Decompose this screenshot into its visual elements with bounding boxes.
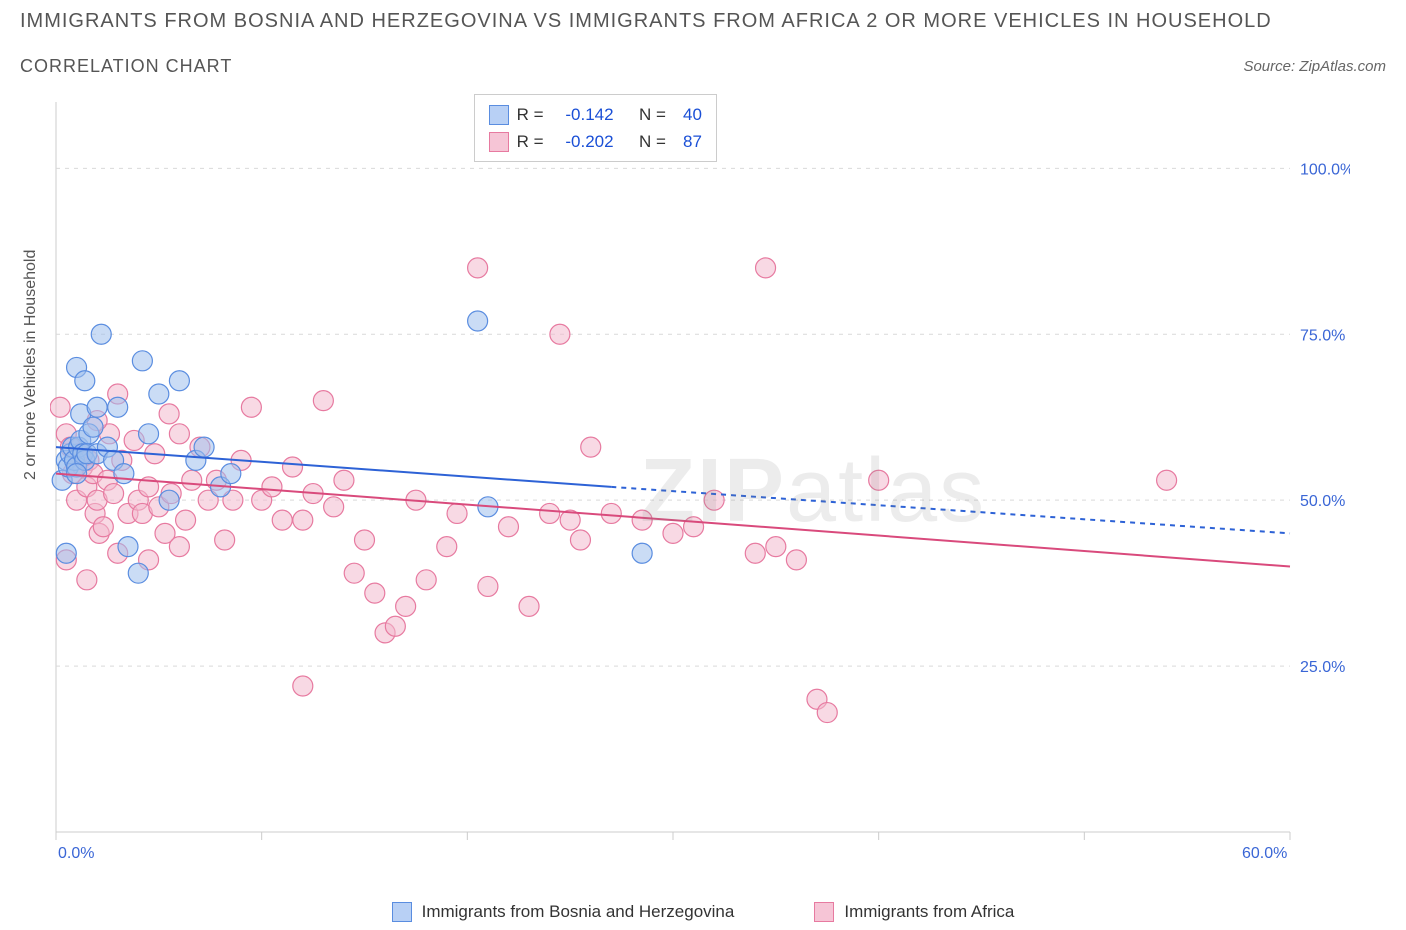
legend-swatch [814,902,834,922]
svg-text:75.0%: 75.0% [1300,327,1345,344]
y-axis-label: 2 or more Vehicles in Household [22,250,40,480]
watermark-zip: ZIP [640,441,786,541]
legend-label: Immigrants from Bosnia and Herzegovina [422,902,735,922]
n-label: N = [639,101,666,128]
chart-subtitle: CORRELATION CHART [20,56,232,77]
n-value: 40 [674,101,702,128]
watermark: ZIPatlas [640,440,986,543]
n-label: N = [639,128,666,155]
svg-text:60.0%: 60.0% [1242,845,1287,862]
watermark-atlas: atlas [786,441,986,541]
legend-swatch [489,105,509,125]
r-label: R = [517,128,544,155]
r-value: -0.142 [552,101,614,128]
legend-item: Immigrants from Africa [814,902,1014,922]
legend-item: Immigrants from Bosnia and Herzegovina [392,902,735,922]
n-value: 87 [674,128,702,155]
r-label: R = [517,101,544,128]
bottom-legend: Immigrants from Bosnia and Herzegovina Im… [0,902,1406,922]
legend-label: Immigrants from Africa [844,902,1014,922]
legend-swatch [489,132,509,152]
source-label: Source: ZipAtlas.com [1243,58,1386,75]
chart-title: IMMIGRANTS FROM BOSNIA AND HERZEGOVINA V… [20,10,1272,33]
svg-text:0.0%: 0.0% [58,845,94,862]
svg-text:100.0%: 100.0% [1300,161,1350,178]
correlation-stats-box: R = -0.142 N = 40 R = -0.202 N = 87 [474,94,717,162]
svg-text:25.0%: 25.0% [1300,659,1345,676]
legend-swatch [392,902,412,922]
svg-text:50.0%: 50.0% [1300,493,1345,510]
r-value: -0.202 [552,128,614,155]
